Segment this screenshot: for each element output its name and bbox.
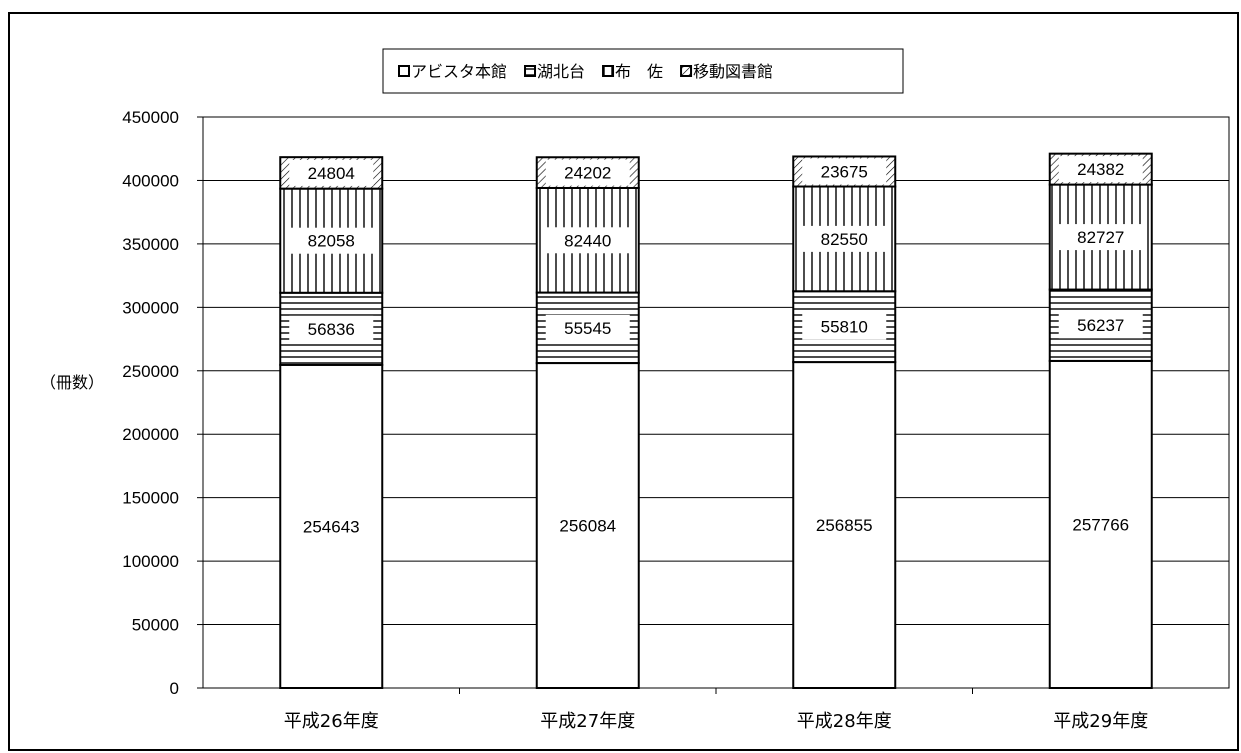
data-label-bg xyxy=(1058,312,1143,339)
y-axis-label: （冊数） xyxy=(40,373,104,392)
y-axis-ticks: 0 50000 100000 150000 200000 250000 300000 3500… xyxy=(122,108,203,698)
data-label: 82550 xyxy=(821,230,868,249)
data-label-bg xyxy=(289,227,374,254)
data-label: 23675 xyxy=(821,162,868,181)
bar-segment xyxy=(535,362,640,689)
y-tick-label: 300000 xyxy=(122,298,179,317)
bar-segment xyxy=(792,361,897,689)
y-tick-label: 250000 xyxy=(122,362,179,381)
y-tick-label: 0 xyxy=(170,679,179,698)
data-label-bg xyxy=(1058,156,1143,183)
x-tick-label: 平成29年度 xyxy=(1053,711,1148,732)
legend-label: 移動図書館 xyxy=(693,62,773,81)
data-label: 256084 xyxy=(559,517,616,536)
legend-label: アビスタ本館 xyxy=(411,62,507,81)
data-label: 24804 xyxy=(308,164,355,183)
legend-swatch xyxy=(680,65,693,77)
y-tick-label: 350000 xyxy=(122,235,179,254)
data-label-bg xyxy=(289,315,374,342)
data-label-bg xyxy=(802,225,887,252)
data-label-bg xyxy=(289,159,374,186)
legend: アビスタ本館 湖北台 布 佐 移動図書館 xyxy=(382,48,904,94)
legend-swatch xyxy=(398,65,410,77)
y-tick-label: 50000 xyxy=(132,616,179,635)
data-label: 256855 xyxy=(816,516,873,535)
data-label-bg xyxy=(802,158,887,185)
x-tick-label: 平成26年度 xyxy=(284,711,379,732)
y-tick-label: 450000 xyxy=(122,108,179,127)
x-tick-label: 平成28年度 xyxy=(797,711,892,732)
data-label: 82440 xyxy=(564,231,611,250)
legend-swatch xyxy=(602,65,615,77)
bars: 254643 56836 82058 24804 256084 55545 82440 242… xyxy=(279,152,1153,689)
data-label: 24382 xyxy=(1077,160,1124,179)
y-tick-label: 100000 xyxy=(122,552,179,571)
x-tick-label: 平成27年度 xyxy=(540,711,635,732)
legend-label: 湖北台 xyxy=(537,62,585,81)
data-label-bg xyxy=(545,159,630,186)
data-label: 55810 xyxy=(821,318,868,337)
y-tick-label: 400000 xyxy=(122,171,179,190)
data-label: 82058 xyxy=(308,232,355,251)
y-tick-label: 150000 xyxy=(122,489,179,508)
bar-segment xyxy=(279,363,384,689)
data-label: 257766 xyxy=(1072,515,1129,534)
legend-swatch xyxy=(524,65,537,77)
data-label-bg xyxy=(545,314,630,341)
data-label: 254643 xyxy=(303,517,360,536)
data-label: 55545 xyxy=(564,319,611,338)
y-tick-label: 200000 xyxy=(122,425,179,444)
data-label: 56836 xyxy=(308,320,355,339)
data-label: 82727 xyxy=(1077,228,1124,247)
data-label-bg xyxy=(802,313,887,340)
data-label: 24202 xyxy=(564,164,611,183)
legend-label: 布 佐 xyxy=(615,62,663,81)
data-label: 56237 xyxy=(1077,316,1124,335)
bar-segment xyxy=(1048,359,1153,689)
x-axis-labels: 平成26年度 平成27年度 平成28年度 平成29年度 xyxy=(284,688,1148,732)
legend-box xyxy=(382,48,904,94)
data-label-bg xyxy=(545,227,630,254)
data-label-bg xyxy=(1058,224,1143,251)
